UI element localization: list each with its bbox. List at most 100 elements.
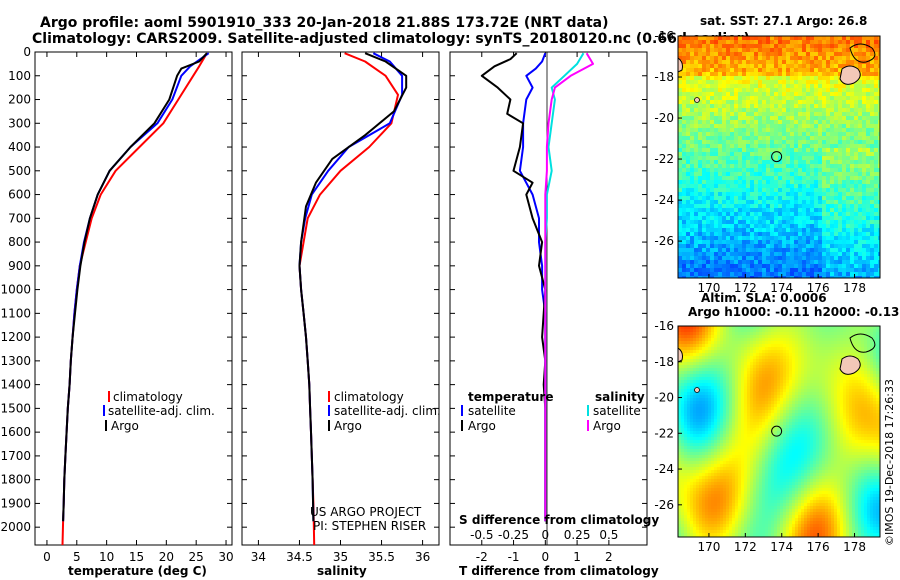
sst-cell: [802, 60, 806, 64]
sla-cell: [759, 377, 762, 380]
sst-cell: [762, 244, 766, 248]
sst-cell: [854, 156, 858, 160]
sla-cell: [831, 350, 834, 353]
sla-cell: [831, 347, 834, 350]
sst-cell: [726, 228, 730, 232]
sst-cell: [786, 256, 790, 260]
sst-cell: [726, 108, 730, 112]
sst-cell: [702, 268, 706, 272]
sla-cell: [711, 395, 714, 398]
sst-cell: [786, 180, 790, 184]
sst-cell: [738, 204, 742, 208]
sst-cell: [866, 112, 870, 116]
sla-cell: [792, 371, 795, 374]
sla-cell: [744, 377, 747, 380]
sst-cell: [726, 164, 730, 168]
sst-cell: [742, 268, 746, 272]
sla-cell: [801, 338, 804, 341]
sst-cell: [874, 100, 878, 104]
sst-cell: [862, 64, 866, 68]
sla-cell: [792, 380, 795, 383]
sst-cell: [746, 108, 750, 112]
sla-cell: [798, 392, 801, 395]
sst-cell: [838, 100, 842, 104]
sst-cell: [738, 116, 742, 120]
sst-cell: [846, 208, 850, 212]
sst-cell: [838, 180, 842, 184]
sla-cell: [840, 356, 843, 359]
sst-cell: [762, 64, 766, 68]
sst-cell: [782, 56, 786, 60]
sst-cell: [862, 48, 866, 52]
sst-cell: [794, 276, 798, 278]
sst-cell: [678, 132, 682, 136]
sst-cell: [766, 36, 770, 40]
sst-cell: [686, 64, 690, 68]
sla-cell: [813, 329, 816, 332]
sla-cell: [864, 326, 867, 329]
sla-cell: [699, 344, 702, 347]
sst-cell: [706, 264, 710, 268]
sla-cell: [783, 362, 786, 365]
sla-cell: [714, 389, 717, 392]
sst-cell: [714, 252, 718, 256]
sla-cell: [705, 359, 708, 362]
sst-cell: [766, 272, 770, 276]
sst-cell: [706, 184, 710, 188]
sst-cell: [870, 264, 874, 268]
sst-cell: [678, 256, 682, 260]
sla-cell: [720, 374, 723, 377]
sla-cell: [834, 377, 837, 380]
sst-cell: [810, 140, 814, 144]
sla-cell: [831, 329, 834, 332]
sla-cell: [717, 368, 720, 371]
sst-cell: [734, 204, 738, 208]
sst-cell: [862, 228, 866, 232]
sla-cell: [714, 392, 717, 395]
sst-cell: [786, 56, 790, 60]
sst-cell: [694, 268, 698, 272]
sla-cell: [786, 338, 789, 341]
sst-cell: [782, 168, 786, 172]
sst-cell: [682, 212, 686, 216]
sla-cell: [813, 353, 816, 356]
sst-cell: [702, 160, 706, 164]
sst-cell: [858, 136, 862, 140]
sst-cell: [762, 192, 766, 196]
sla-cell: [867, 374, 870, 377]
sla-cell: [774, 359, 777, 362]
sst-cell: [742, 72, 746, 76]
sst-cell: [730, 268, 734, 272]
sla-cell: [789, 377, 792, 380]
sst-cell: [874, 224, 878, 228]
sst-cell: [874, 148, 878, 152]
sla-cell: [867, 344, 870, 347]
sla-cell: [783, 359, 786, 362]
sst-cell: [782, 172, 786, 176]
sst-cell: [718, 164, 722, 168]
sst-cell: [686, 140, 690, 144]
sst-cell: [774, 72, 778, 76]
sla-cell: [729, 326, 732, 329]
sst-cell: [738, 164, 742, 168]
sla-cell: [786, 368, 789, 371]
sst-cell: [786, 108, 790, 112]
sla-cell: [756, 353, 759, 356]
sst-cell: [730, 232, 734, 236]
sla-cell: [819, 380, 822, 383]
sst-cell: [774, 96, 778, 100]
sla-cell: [735, 377, 738, 380]
difference-lines: [480, 52, 594, 522]
sst-cell: [734, 176, 738, 180]
sst-cell: [814, 224, 818, 228]
sst-cell: [846, 224, 850, 228]
sst-cell: [850, 60, 854, 64]
sst-cell: [718, 124, 722, 128]
sla-cell: [723, 338, 726, 341]
sst-cell: [818, 144, 822, 148]
sst-cell: [758, 220, 762, 224]
sst-cell: [690, 152, 694, 156]
sla-cell: [840, 371, 843, 374]
sst-cell: [814, 136, 818, 140]
sla-cell: [735, 335, 738, 338]
